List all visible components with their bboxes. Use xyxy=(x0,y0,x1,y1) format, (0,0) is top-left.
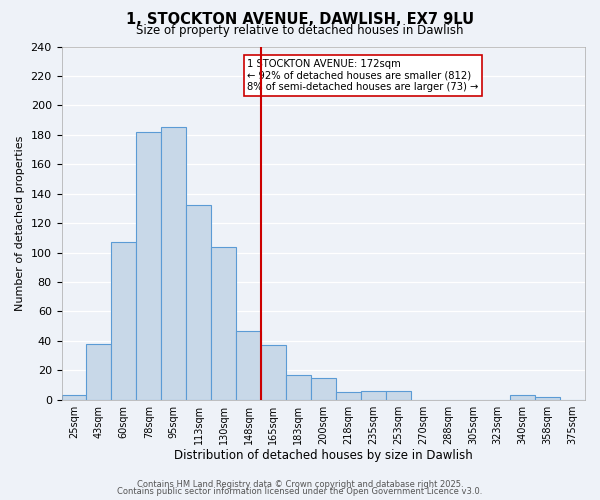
Text: Contains HM Land Registry data © Crown copyright and database right 2025.: Contains HM Land Registry data © Crown c… xyxy=(137,480,463,489)
Bar xyxy=(211,246,236,400)
Text: Contains public sector information licensed under the Open Government Licence v3: Contains public sector information licen… xyxy=(118,488,482,496)
Bar xyxy=(510,396,535,400)
Bar xyxy=(186,206,211,400)
Bar xyxy=(386,391,410,400)
X-axis label: Distribution of detached houses by size in Dawlish: Distribution of detached houses by size … xyxy=(174,450,473,462)
Bar xyxy=(261,346,286,400)
Text: 1 STOCKTON AVENUE: 172sqm
← 92% of detached houses are smaller (812)
8% of semi-: 1 STOCKTON AVENUE: 172sqm ← 92% of detac… xyxy=(247,59,479,92)
Bar xyxy=(361,391,386,400)
Bar xyxy=(161,128,186,400)
Text: 1, STOCKTON AVENUE, DAWLISH, EX7 9LU: 1, STOCKTON AVENUE, DAWLISH, EX7 9LU xyxy=(126,12,474,28)
Bar xyxy=(535,397,560,400)
Bar xyxy=(62,396,86,400)
Bar xyxy=(336,392,361,400)
Y-axis label: Number of detached properties: Number of detached properties xyxy=(15,136,25,311)
Bar xyxy=(86,344,112,400)
Bar xyxy=(136,132,161,400)
Bar xyxy=(236,330,261,400)
Text: Size of property relative to detached houses in Dawlish: Size of property relative to detached ho… xyxy=(136,24,464,37)
Bar xyxy=(311,378,336,400)
Bar xyxy=(112,242,136,400)
Bar xyxy=(286,374,311,400)
